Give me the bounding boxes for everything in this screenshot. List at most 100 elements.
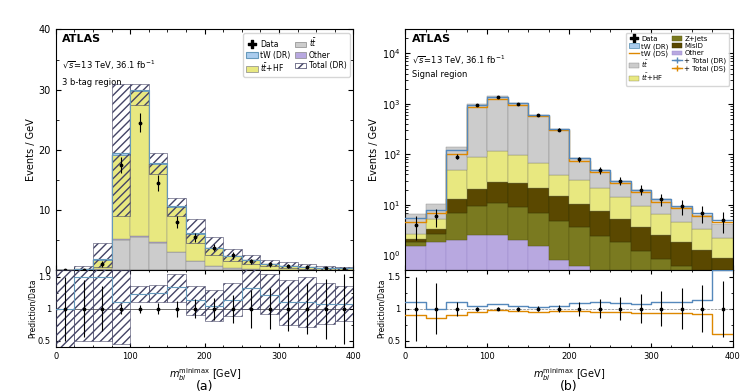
Bar: [487, 203, 508, 235]
Bar: [672, 306, 692, 392]
Bar: [112, 153, 130, 155]
Bar: [672, 207, 692, 222]
Bar: [446, 212, 467, 240]
Bar: [93, 260, 112, 269]
Bar: [205, 237, 223, 256]
Bar: [631, 251, 651, 290]
Bar: [467, 156, 487, 189]
Bar: [631, 205, 651, 227]
Bar: [279, 280, 298, 325]
Bar: [426, 234, 446, 242]
Bar: [590, 188, 610, 211]
Text: ATLAS: ATLAS: [412, 34, 451, 44]
Bar: [205, 290, 223, 321]
Y-axis label: Prediction/Data: Prediction/Data: [377, 279, 386, 338]
Bar: [672, 222, 692, 242]
Bar: [549, 196, 569, 221]
X-axis label: $m_{bl}^{\mathrm{minimax}}$ [GeV]: $m_{bl}^{\mathrm{minimax}}$ [GeV]: [169, 367, 240, 383]
Bar: [467, 189, 487, 206]
Bar: [426, 242, 446, 392]
Bar: [692, 310, 713, 392]
Bar: [569, 158, 590, 180]
Bar: [186, 219, 205, 243]
Bar: [130, 91, 149, 236]
Bar: [651, 214, 672, 235]
Bar: [298, 265, 316, 269]
Bar: [149, 285, 167, 302]
Bar: [223, 283, 242, 316]
Bar: [528, 114, 549, 163]
Bar: [528, 163, 549, 187]
Bar: [149, 163, 167, 164]
Bar: [713, 321, 733, 392]
Bar: [335, 267, 353, 270]
Y-axis label: Events / GeV: Events / GeV: [369, 118, 379, 181]
Bar: [223, 256, 242, 268]
Bar: [93, 245, 112, 341]
Bar: [186, 261, 205, 270]
Legend: Data, tW (DR), tW (DS), $t\bar{t}$, $t\bar{t}$+HF, Z+jets, MisID, Other, + Total: Data, tW (DR), tW (DS), $t\bar{t}$, $t\b…: [626, 33, 729, 86]
Bar: [167, 206, 186, 207]
Bar: [242, 256, 260, 264]
Bar: [112, 239, 130, 240]
Bar: [528, 187, 549, 212]
Bar: [487, 181, 508, 203]
Bar: [242, 267, 260, 309]
Bar: [112, 155, 130, 239]
Bar: [260, 274, 279, 314]
Bar: [186, 287, 205, 315]
Bar: [405, 247, 426, 392]
Bar: [335, 269, 353, 270]
Bar: [692, 250, 713, 274]
Text: $\sqrt{s}$=13 TeV, 36.1 fb$^{-1}$: $\sqrt{s}$=13 TeV, 36.1 fb$^{-1}$: [62, 58, 155, 72]
Bar: [549, 260, 569, 392]
Bar: [335, 287, 353, 321]
Bar: [651, 297, 672, 392]
Bar: [56, 270, 74, 347]
Bar: [692, 274, 713, 310]
Bar: [426, 219, 446, 229]
Bar: [112, 270, 130, 344]
Bar: [631, 190, 651, 205]
Bar: [672, 267, 692, 306]
Bar: [149, 242, 167, 243]
Bar: [74, 269, 93, 270]
Bar: [112, 240, 130, 270]
Bar: [446, 199, 467, 212]
Bar: [651, 259, 672, 297]
Text: 3 b-tag region: 3 b-tag region: [62, 78, 121, 87]
Bar: [590, 275, 610, 392]
Bar: [130, 237, 149, 270]
Bar: [426, 229, 446, 234]
Bar: [467, 104, 487, 156]
Bar: [167, 274, 186, 302]
Bar: [130, 287, 149, 302]
Bar: [130, 236, 149, 237]
Bar: [405, 214, 426, 234]
Bar: [651, 235, 672, 259]
Text: $\sqrt{s}$=13 TeV, 36.1 fb$^{-1}$: $\sqrt{s}$=13 TeV, 36.1 fb$^{-1}$: [412, 54, 505, 67]
Bar: [149, 153, 167, 174]
Bar: [405, 239, 426, 242]
Bar: [508, 207, 528, 240]
Bar: [223, 268, 242, 270]
Bar: [528, 212, 549, 247]
Bar: [223, 249, 242, 261]
Bar: [713, 238, 733, 258]
Text: Signal region: Signal region: [412, 71, 467, 80]
Bar: [508, 155, 528, 183]
Bar: [631, 227, 651, 251]
Bar: [93, 243, 112, 267]
Text: (b): (b): [560, 380, 578, 392]
Bar: [316, 266, 335, 270]
Bar: [298, 267, 316, 270]
Bar: [651, 199, 672, 214]
Bar: [569, 180, 590, 203]
Bar: [610, 242, 631, 282]
Bar: [205, 248, 223, 266]
Bar: [279, 262, 298, 268]
Bar: [713, 282, 733, 321]
Bar: [672, 242, 692, 267]
Bar: [74, 266, 93, 270]
Bar: [405, 242, 426, 247]
